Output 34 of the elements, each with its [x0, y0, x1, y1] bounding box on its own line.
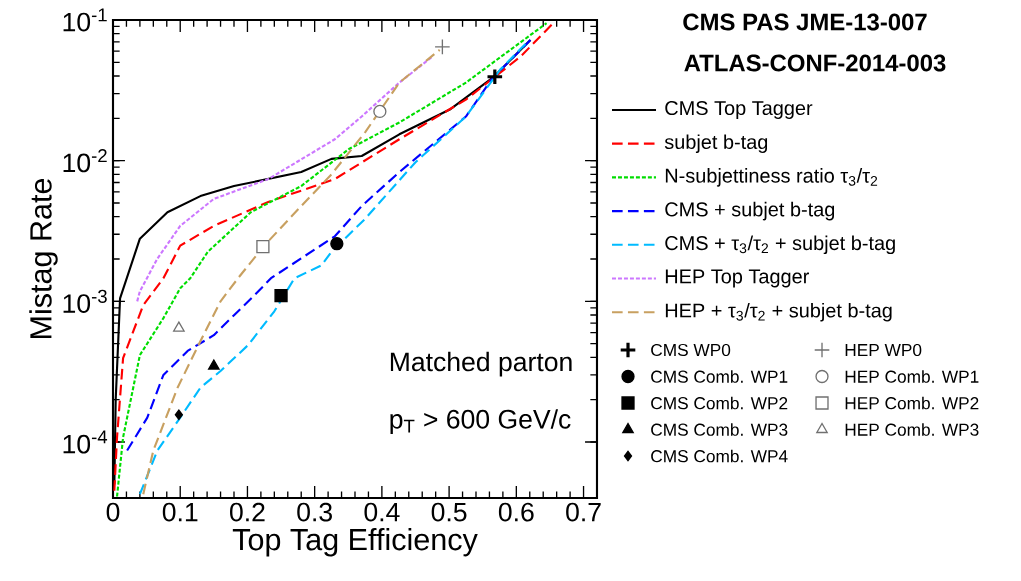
text: ATLAS-CONF-2014-003 [684, 54, 946, 72]
legend-label: CMS WP0 [651, 343, 731, 357]
legend-label: subjet b-tag [664, 134, 768, 153]
x-tick-label: 0 [106, 502, 120, 522]
y-axis-title: Mistag Rate [29, 178, 58, 339]
legend-label: CMS Comb. WP2 [651, 396, 788, 410]
legend-label: CMS Comb. WP4 [651, 449, 788, 463]
legend-label: CMS + subjet b-tag [665, 201, 835, 221]
x-axis-title: Top Tag Efficiency [232, 527, 478, 557]
legend-label: CMS Comb. WP3 [651, 423, 788, 436]
x-tick-label: 0.3 [297, 502, 332, 522]
legend-label: HEP Comb. WP2 [845, 396, 979, 410]
text: CMS PAS JME-13-007 [683, 13, 927, 31]
y-tick-label: 10$^{-3}$ [63, 289, 107, 313]
legend-label: HEP + τ$_{3}$/τ$_{2}$ + subjet b-tag [665, 302, 892, 322]
y-tick-label: 10$^{-4}$ [63, 430, 108, 454]
x-tick-label: 0.5 [431, 502, 467, 522]
x-tick-label: 0.4 [364, 502, 400, 522]
legend-label: N-subjettiness ratio τ$_{3}$/τ$_{2}$ [665, 168, 878, 187]
legend-label: HEP Comb. WP1 [845, 370, 979, 383]
x-tick-label: 0.6 [498, 502, 534, 522]
annotation: Matched parton [390, 351, 572, 377]
legend-label: CMS + τ$_{3}$/τ$_{2}$ + subjet b-tag [665, 235, 895, 255]
legend-label: HEP WP0 [845, 343, 922, 357]
legend-label: HEP Comb. WP3 [845, 423, 979, 436]
x-tick-label: 0.2 [230, 502, 265, 522]
legend-label: HEP Top Tagger [665, 269, 810, 288]
x-tick-label: 0.1 [162, 502, 198, 522]
legend-label: CMS Top Tagger [665, 100, 813, 120]
legend-label: CMS Comb. WP1 [651, 370, 788, 383]
annotation: p$_{T}$ > 600 GeV/c [390, 409, 571, 434]
x-tick-label: 0.7 [566, 502, 601, 522]
y-tick-label: 10$^{-1}$ [63, 8, 107, 32]
y-tick-label: 10$^{-2}$ [63, 149, 107, 173]
